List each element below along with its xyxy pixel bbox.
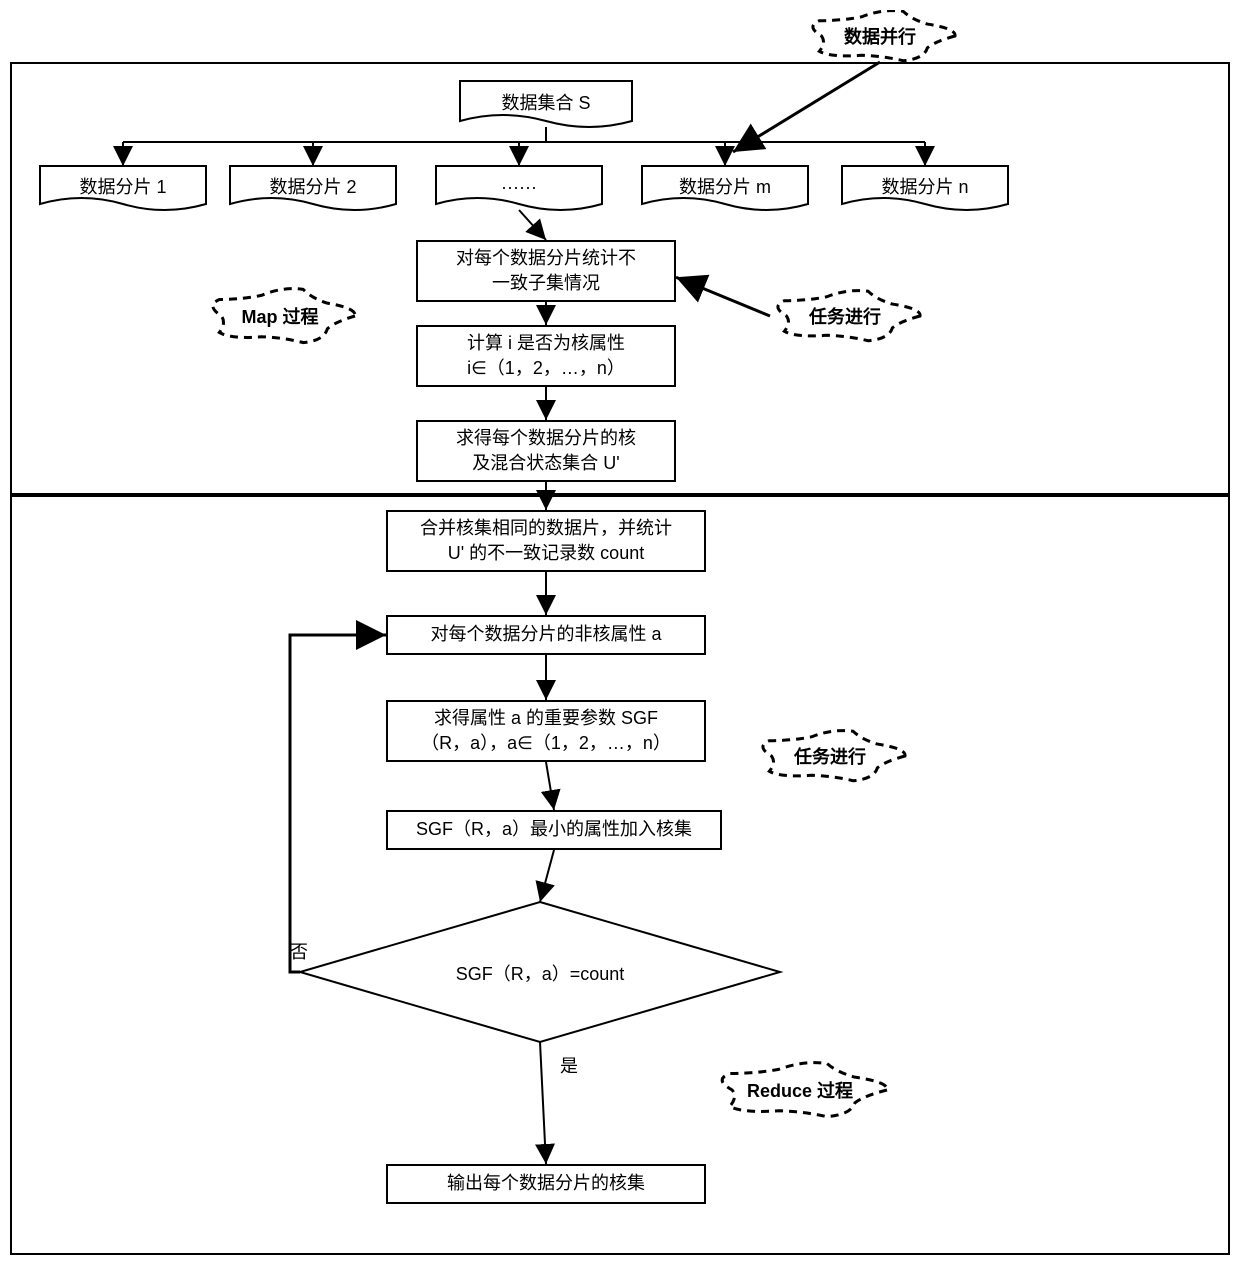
decision-yes-label: 是 [560,1052,578,1078]
node-label: 数据分片 1 [79,175,166,200]
node-step-core-i: 计算 i 是否为核属性i∈（1，2，…，n） [416,325,676,387]
node-label: 求得每个数据分片的核及混合状态集合 U' [456,426,636,476]
node-label: 数据分片 m [679,175,771,200]
node-shard-2: 数据分片 2 [230,166,396,210]
node-label: 数据分片 2 [269,175,356,200]
node-step-noncore: 对每个数据分片的非核属性 a [386,615,706,655]
node-label: 输出每个数据分片的核集 [447,1171,645,1196]
node-label: 数据分片 n [881,175,968,200]
node-shard-1: 数据分片 1 [40,166,206,210]
node-shard-n: 数据分片 n [842,166,1008,210]
node-label: 对每个数据分片的非核属性 a [430,622,661,647]
node-label: 数据集合 S [501,91,590,116]
cloud-label: Reduce 过程 [747,1077,853,1103]
node-label: 求得属性 a 的重要参数 SGF（R，a），a∈（1，2，…，n） [421,706,671,756]
node-label: SGF（R，a）最小的属性加入核集 [416,817,692,842]
cloud-label: 任务进行 [794,743,866,769]
node-label: 对每个数据分片统计不一致子集情况 [456,246,636,296]
decision-no-label: 否 [290,938,308,964]
node-dataset-s: 数据集合 S [460,81,632,127]
cloud-reduce-process: Reduce 过程 [713,1062,887,1118]
cloud-label: 任务进行 [809,303,881,329]
node-step-sgf: 求得属性 a 的重要参数 SGF（R，a），a∈（1，2，…，n） [386,700,706,762]
cloud-map-process: Map 过程 [205,288,355,344]
node-step-subset: 对每个数据分片统计不一致子集情况 [416,240,676,302]
node-label: 合并核集相同的数据片，并统计U' 的不一致记录数 count [420,516,672,566]
node-step-addcore: SGF（R，a）最小的属性加入核集 [386,810,722,850]
node-shard-m: 数据分片 m [642,166,808,210]
cloud-label: 数据并行 [844,23,916,49]
node-label: ······ [501,175,537,200]
node-step-u-prime: 求得每个数据分片的核及混合状态集合 U' [416,420,676,482]
cloud-task-running-1: 任务进行 [770,290,920,342]
flowchart-canvas: 数据并行 Map 过程 任务进行 任务进行 Reduce 过程 数据集合 S 数… [10,10,1230,1263]
cloud-task-running-2: 任务进行 [755,730,905,782]
cloud-label: Map 过程 [241,303,318,329]
node-step-merge: 合并核集相同的数据片，并统计U' 的不一致记录数 count [386,510,706,572]
node-label: 计算 i 是否为核属性i∈（1，2，…，n） [467,331,625,381]
cloud-data-parallel: 数据并行 [805,10,955,62]
node-step-output: 输出每个数据分片的核集 [386,1164,706,1204]
node-shard-dots: ······ [436,166,602,210]
decision-label: SGF（R，a）=count [430,960,650,986]
